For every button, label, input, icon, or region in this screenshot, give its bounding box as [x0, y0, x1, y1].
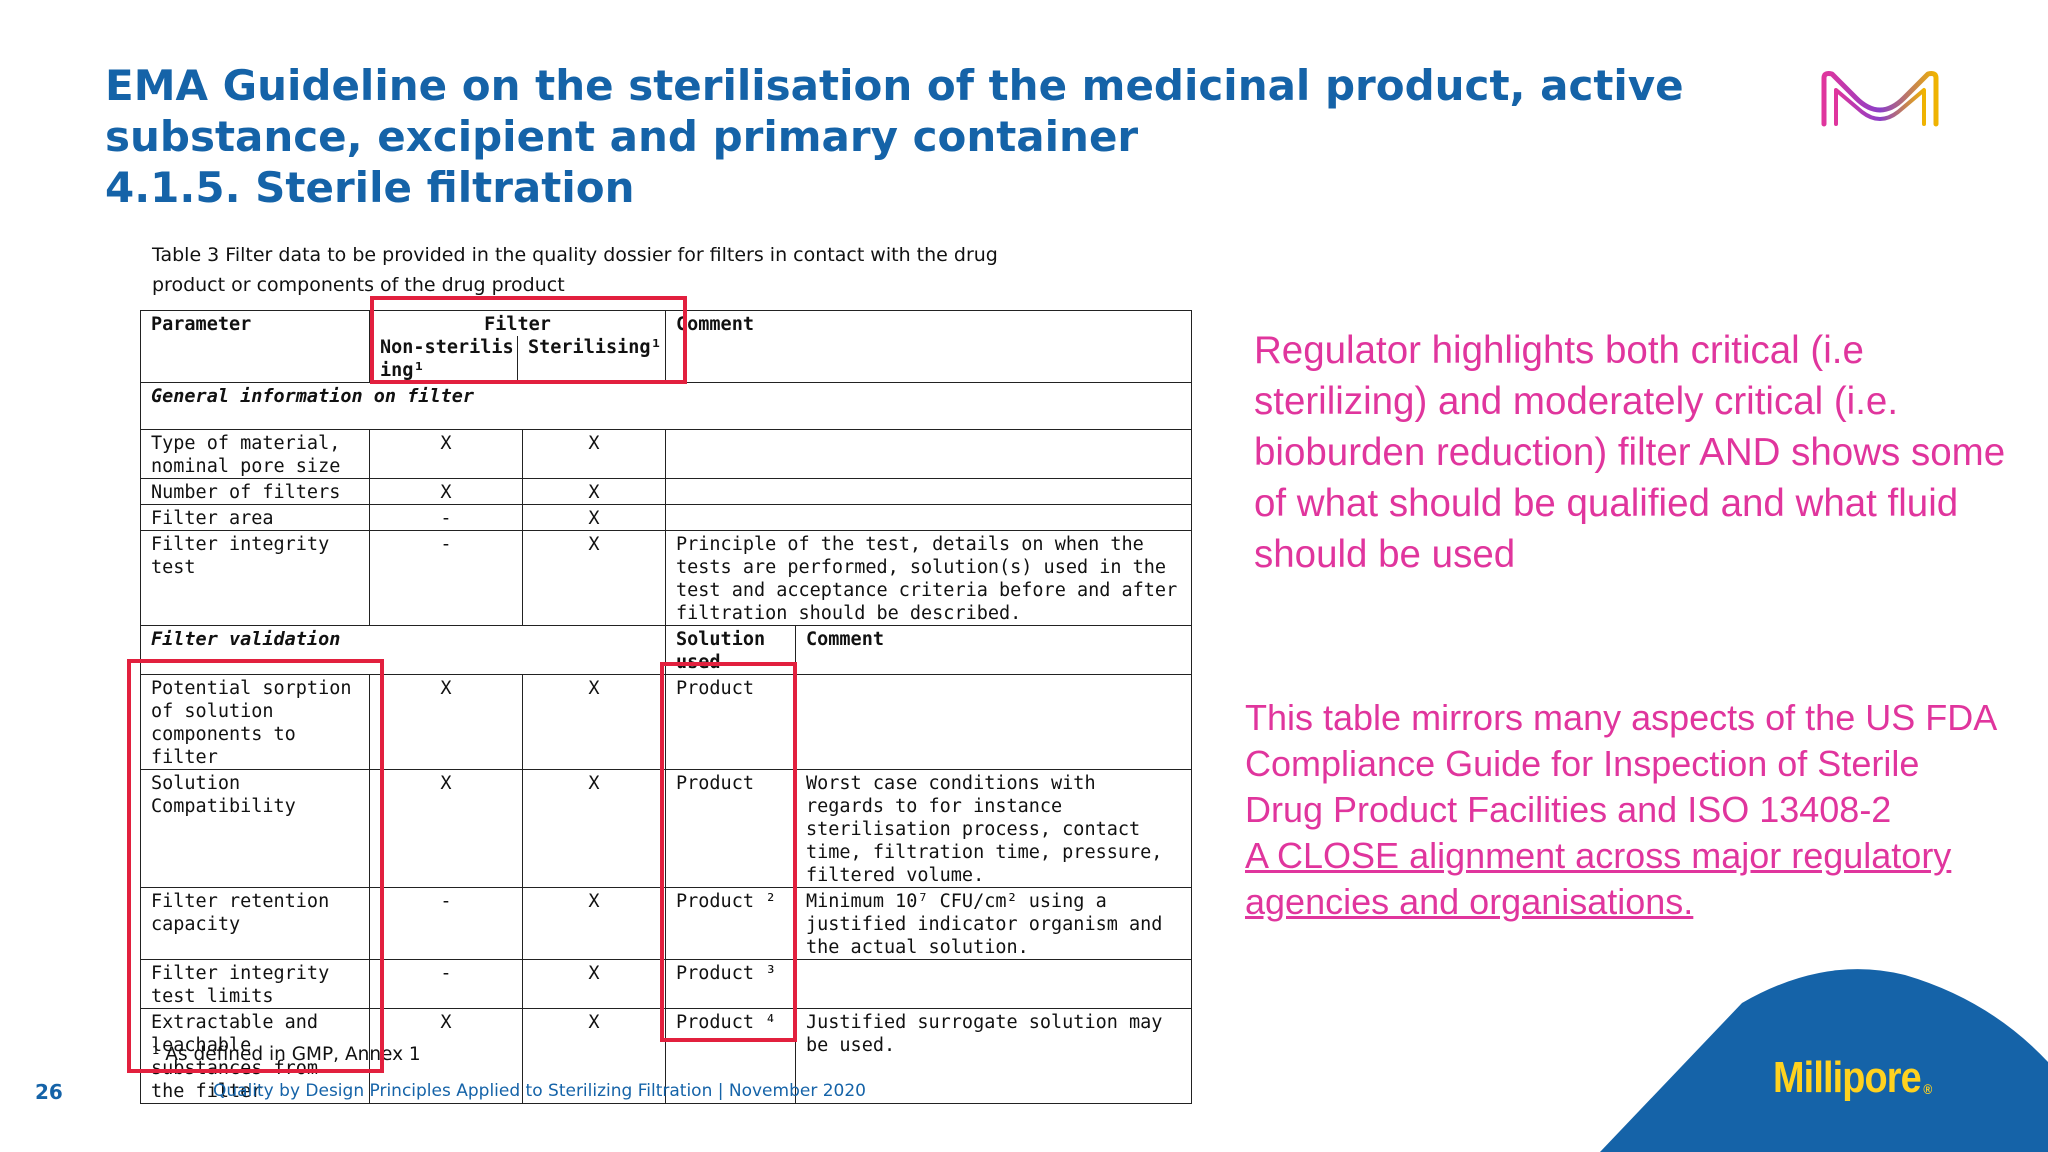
- table-caption: Table 3 Filter data to be provided in th…: [152, 244, 998, 296]
- page-number: 26: [35, 1080, 63, 1104]
- header-solution-used: Solution used: [665, 625, 796, 675]
- table-row: Filter retention capacity - X Product ² …: [140, 887, 1192, 960]
- header-parameter: Parameter: [140, 310, 370, 383]
- footer-text: Quality by Design Principles Applied to …: [213, 1081, 866, 1101]
- table-row: Solution Compatibility X X Product Worst…: [140, 769, 1192, 888]
- section-general-label: General information on filter: [140, 382, 1192, 430]
- table-row: Potential sorption of solution component…: [140, 674, 1192, 770]
- fda-note-block: This table mirrors many aspects of the U…: [1245, 695, 2005, 925]
- slide-title: EMA Guideline on the sterilisation of th…: [105, 60, 1755, 213]
- fda-note: This table mirrors many aspects of the U…: [1245, 697, 1996, 830]
- table-row: Extractable and leachable substances fro…: [140, 1008, 1192, 1104]
- table-row: Number of filters X X: [140, 478, 1192, 505]
- table-row: Filter area - X: [140, 504, 1192, 531]
- header-sterilising: Sterilising¹: [528, 337, 662, 358]
- filter-data-table: Parameter Filter Non-sterilising¹ Steril…: [140, 310, 1192, 1104]
- section-validation-label: Filter validation: [140, 625, 666, 675]
- table-row: Filter integrity test limits - X Product…: [140, 959, 1192, 1009]
- title-line-3: 4.1.5. Sterile filtration: [105, 163, 635, 212]
- header-non-sterilising: Non-sterilising¹: [371, 336, 518, 382]
- highlight-parameter-column: [127, 659, 384, 1073]
- title-line-2: substance, excipient and primary contain…: [105, 112, 1139, 161]
- table-row: Type of material, nominal pore size X X: [140, 429, 1192, 479]
- alignment-note: A CLOSE alignment across major regulator…: [1245, 835, 1952, 922]
- header-comment: Comment: [665, 310, 1192, 383]
- section-general-row: General information on filter: [140, 382, 1192, 430]
- title-line-1: EMA Guideline on the sterilisation of th…: [105, 61, 1684, 110]
- regulator-note: Regulator highlights both critical (i.e …: [1254, 329, 2006, 576]
- header-validation-comment: Comment: [795, 625, 1192, 675]
- table-footnote: ¹ As defined in GMP, Annex 1: [152, 1044, 421, 1065]
- header-filter: Filter Non-sterilising¹ Sterilising¹: [369, 310, 666, 383]
- table-header-row: Parameter Filter Non-sterilising¹ Steril…: [140, 310, 1192, 383]
- highlight-filter-header: [370, 296, 687, 384]
- merck-m-logo-icon: [1821, 71, 1939, 127]
- highlight-solution-column: [660, 662, 797, 1042]
- millipore-logo: Millipore ®: [1773, 1053, 1933, 1102]
- table-row: Filter integrity test - X Principle of t…: [140, 530, 1192, 626]
